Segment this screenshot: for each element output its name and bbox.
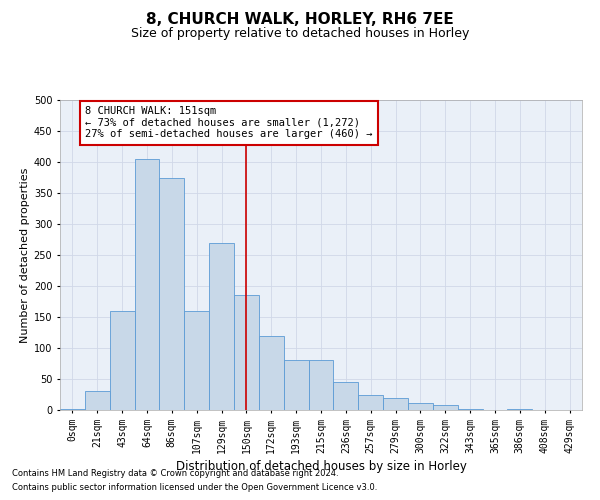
Bar bbox=[209, 242, 234, 410]
Bar bbox=[259, 336, 284, 410]
Bar bbox=[60, 409, 85, 410]
Text: Contains public sector information licensed under the Open Government Licence v3: Contains public sector information licen… bbox=[12, 484, 377, 492]
Bar bbox=[308, 360, 334, 410]
Bar bbox=[134, 159, 160, 410]
Bar bbox=[110, 311, 134, 410]
Bar bbox=[85, 392, 110, 410]
Bar bbox=[358, 394, 383, 410]
Bar bbox=[234, 296, 259, 410]
Bar bbox=[160, 178, 184, 410]
Bar bbox=[284, 360, 308, 410]
Text: Contains HM Land Registry data © Crown copyright and database right 2024.: Contains HM Land Registry data © Crown c… bbox=[12, 468, 338, 477]
Y-axis label: Number of detached properties: Number of detached properties bbox=[20, 168, 29, 342]
Bar bbox=[334, 382, 358, 410]
Text: 8, CHURCH WALK, HORLEY, RH6 7EE: 8, CHURCH WALK, HORLEY, RH6 7EE bbox=[146, 12, 454, 28]
Bar bbox=[458, 409, 482, 410]
Bar bbox=[408, 402, 433, 410]
Bar bbox=[184, 311, 209, 410]
X-axis label: Distribution of detached houses by size in Horley: Distribution of detached houses by size … bbox=[176, 460, 466, 473]
Text: Size of property relative to detached houses in Horley: Size of property relative to detached ho… bbox=[131, 28, 469, 40]
Text: 8 CHURCH WALK: 151sqm
← 73% of detached houses are smaller (1,272)
27% of semi-d: 8 CHURCH WALK: 151sqm ← 73% of detached … bbox=[85, 106, 373, 140]
Bar bbox=[383, 398, 408, 410]
Bar bbox=[433, 405, 458, 410]
Bar bbox=[508, 409, 532, 410]
